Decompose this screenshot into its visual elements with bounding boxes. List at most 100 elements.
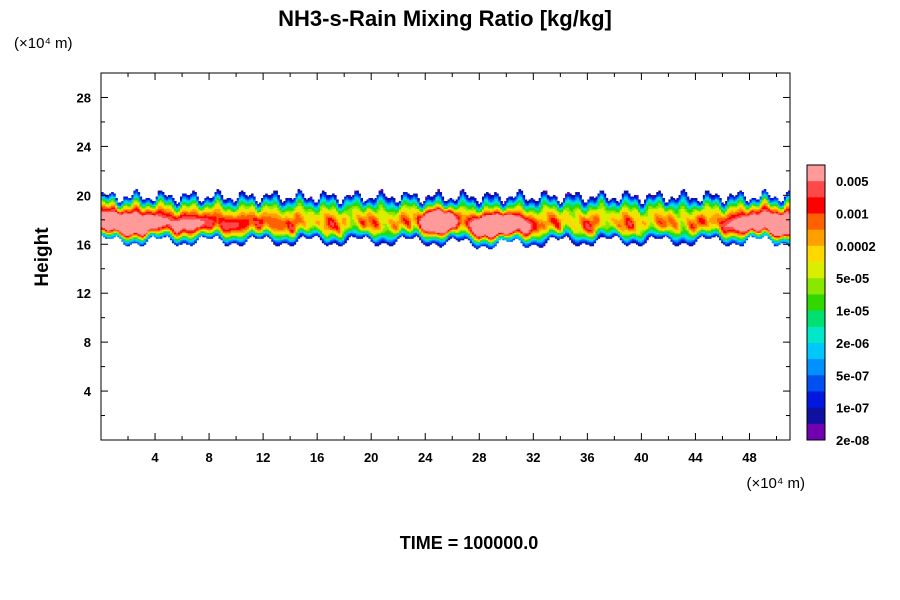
field-cell [236,229,240,232]
field-cell [469,226,473,229]
field-cell [257,236,260,239]
field-cell [777,242,781,245]
field-cell [771,236,775,239]
field-cell [494,233,497,236]
field-cell [226,227,230,230]
field-cell [259,226,262,229]
field-cell [248,232,252,235]
field-cell [208,230,212,233]
field-cell [392,226,396,229]
field-cell [690,242,694,245]
field-cell [149,235,153,238]
field-cell [779,226,783,229]
field-cell [670,233,674,236]
field-cell [202,230,205,233]
field-cell [346,226,349,229]
field-cell [512,226,515,229]
field-cell [384,232,388,235]
field-cell [538,242,542,245]
field-cell [242,241,246,244]
field-cell [433,238,436,241]
field-cell [540,242,544,245]
field-cell [593,239,597,242]
field-cell [279,226,282,229]
field-cell [544,233,548,236]
field-cell [719,232,722,235]
field-cell [228,239,232,242]
field-cell [218,232,222,235]
field-cell [769,235,773,238]
field-cell [761,230,765,233]
field-cell [242,232,246,235]
field-cell [735,229,738,232]
field-cell [520,230,524,233]
field-cell [741,226,744,229]
field-cell [171,224,175,227]
field-cell [765,233,769,236]
field-cell [556,232,560,235]
field-cell [291,227,295,230]
field-cell [571,227,574,230]
field-cell [103,224,106,227]
field-cell [575,235,578,238]
field-cell [648,233,651,236]
field-cell [366,229,370,232]
field-cell [107,224,110,227]
field-cell [220,232,224,235]
field-cell [717,233,720,236]
field-cell [475,236,479,239]
field-cell [186,241,189,244]
field-cell [175,233,179,236]
field-cell [556,236,560,239]
field-cell [135,226,139,229]
field-cell [579,239,582,242]
field-cell [581,239,584,242]
field-cell [188,236,191,239]
field-cell [733,238,736,241]
field-cell [186,224,189,227]
field-cell [575,233,578,236]
field-cell [660,236,663,239]
field-cell [356,226,359,229]
field-cell [702,226,706,229]
field-cell [431,232,434,235]
field-cell [530,236,534,239]
field-cell [563,233,566,236]
field-cell [573,229,576,232]
field-cell [321,235,325,238]
field-cell [492,241,495,244]
field-cell [425,242,428,245]
field-cell [265,227,268,230]
field-cell [619,238,623,241]
field-cell [554,235,558,238]
field-cell [184,227,187,230]
field-cell [171,229,175,232]
field-cell [563,230,566,233]
field-cell [785,241,789,244]
field-cell [157,235,161,238]
field-cell [710,227,714,230]
field-cell [228,238,232,241]
field-cell [619,235,623,238]
field-cell [710,230,714,233]
field-cell [777,241,781,244]
field-cell [737,230,740,233]
field-cell [437,242,441,245]
field-cell [362,224,366,227]
field-cell [721,241,724,244]
field-cell [441,233,445,236]
field-cell [710,235,714,238]
field-cell [101,229,104,232]
field-cell [421,241,424,244]
field-cell [433,232,436,235]
field-cell [583,235,586,238]
field-cell [206,233,210,236]
field-cell [234,230,238,233]
field-cell [567,230,570,233]
field-cell [526,229,530,232]
field-cell [382,239,386,242]
field-cell [479,244,483,247]
field-cell [398,235,402,238]
field-cell [443,235,447,238]
field-cell [510,233,513,236]
